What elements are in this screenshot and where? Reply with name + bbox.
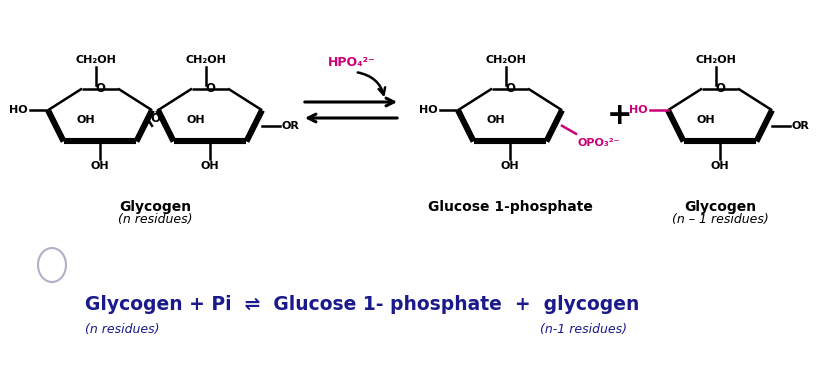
FancyArrowPatch shape [357,73,385,95]
Text: OH: OH [501,161,519,172]
Text: CH₂OH: CH₂OH [185,55,226,65]
Text: CH₂OH: CH₂OH [485,55,526,65]
Text: (n-1 residues): (n-1 residues) [540,323,627,336]
Text: OH: OH [187,115,205,125]
Text: O: O [505,82,515,95]
Text: OH: OH [201,161,219,172]
Text: (n residues): (n residues) [118,213,192,226]
Text: HPO₄²⁻: HPO₄²⁻ [328,55,376,69]
Text: OR: OR [792,121,810,131]
Text: OH: OH [487,115,505,125]
Text: (n residues): (n residues) [85,323,160,336]
Text: OH: OH [711,161,730,172]
Text: O: O [150,111,160,124]
Text: Glycogen + Pi  ⇌  Glucose 1- phosphate  +  glycogen: Glycogen + Pi ⇌ Glucose 1- phosphate + g… [85,296,639,315]
Text: CH₂OH: CH₂OH [76,55,116,65]
Text: HO: HO [9,105,28,115]
Text: O: O [205,82,215,95]
Text: OR: OR [282,121,300,131]
Text: OPO₃²⁻: OPO₃²⁻ [578,138,621,148]
Text: O: O [95,82,105,95]
Text: Glycogen: Glycogen [119,200,191,214]
Text: Glucose 1-phosphate: Glucose 1-phosphate [428,200,593,214]
Text: HO: HO [629,105,648,115]
Text: OH: OH [696,115,715,125]
Text: +: + [607,100,633,130]
Text: HO: HO [420,105,438,115]
Text: O: O [715,82,725,95]
Text: Glycogen: Glycogen [684,200,756,214]
Text: OH: OH [91,161,110,172]
Text: (n – 1 residues): (n – 1 residues) [671,213,769,226]
Text: OH: OH [76,115,96,125]
Text: CH₂OH: CH₂OH [696,55,736,65]
